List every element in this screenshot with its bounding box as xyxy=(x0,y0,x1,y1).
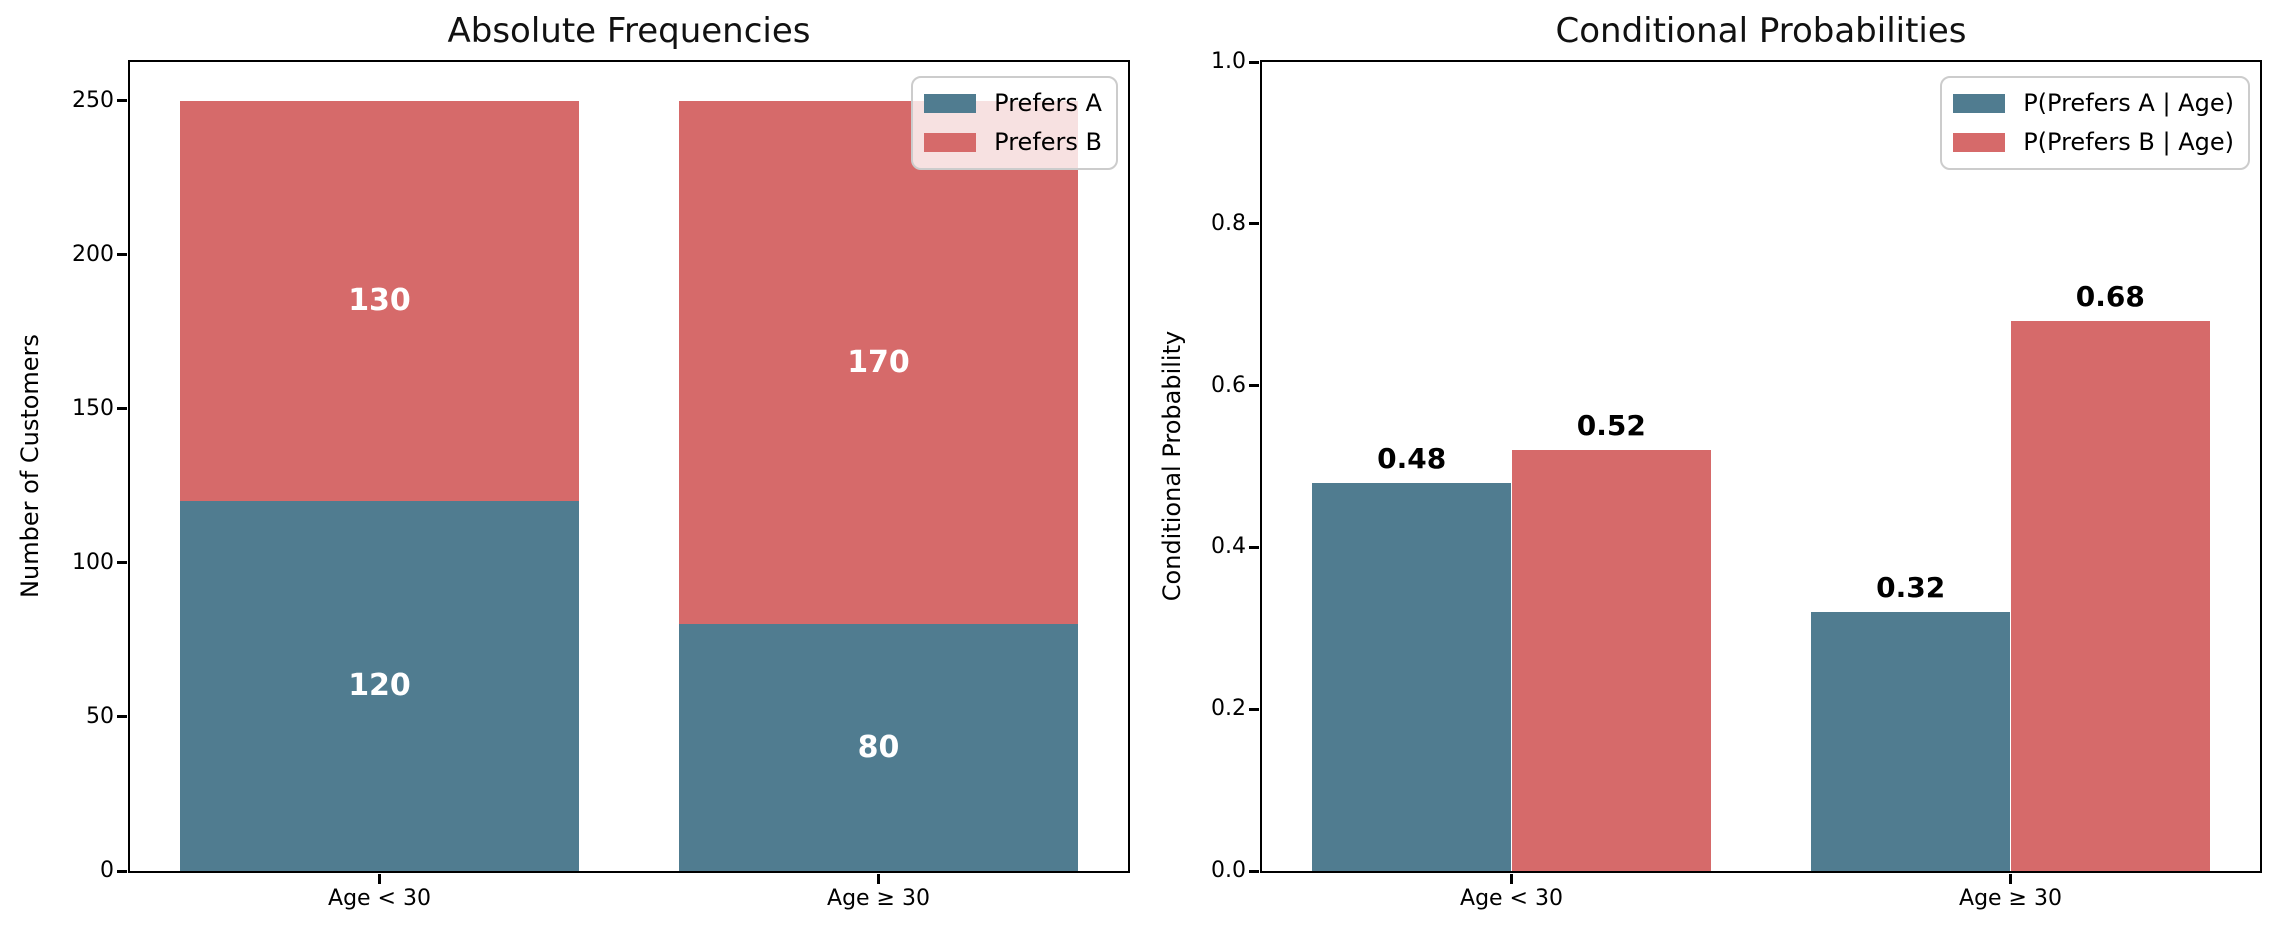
legend-color-swatch xyxy=(924,93,977,113)
y-tick-mark xyxy=(1249,707,1259,711)
bar-segment xyxy=(179,100,580,502)
legend-color-swatch xyxy=(924,133,977,153)
y-tick-mark xyxy=(117,561,127,565)
y-tick-mark xyxy=(1249,60,1259,64)
bar-value-label: 170 xyxy=(847,344,910,380)
legend-entry: Prefers B xyxy=(924,128,1102,157)
x-tick-label: Age ≥ 30 xyxy=(1959,886,2062,911)
y-tick-mark xyxy=(117,869,127,873)
legend-label: Prefers B xyxy=(994,128,1102,157)
x-tick-mark xyxy=(877,873,880,884)
bar-value-label: 0.68 xyxy=(2075,279,2145,313)
y-tick-mark xyxy=(117,407,127,411)
y-tick-mark xyxy=(1249,222,1259,226)
y-tick-label: 250 xyxy=(72,87,114,113)
bar xyxy=(1311,482,1512,871)
bar-value-label: 0.32 xyxy=(1876,571,1946,605)
y-tick-label: 0.8 xyxy=(1211,210,1246,236)
y-tick-label: 100 xyxy=(72,549,114,575)
bar-value-label: 120 xyxy=(348,668,411,704)
x-tick-mark xyxy=(1510,873,1513,884)
bar-value-label: 130 xyxy=(348,282,411,318)
legend-label: Prefers A xyxy=(994,89,1102,117)
legend-entry: Prefers A xyxy=(924,90,1102,116)
x-tick-mark xyxy=(2009,873,2012,884)
x-tick-label: Age ≥ 30 xyxy=(827,886,930,911)
bar xyxy=(1511,450,1712,871)
axes-conditional-probabilities: P(Prefers A | Age) P(Prefers B | Age) 0.0… xyxy=(1211,51,2262,911)
bar xyxy=(2010,320,2211,871)
x-tick-label: Age < 30 xyxy=(328,886,431,911)
bar-segment xyxy=(678,100,1079,625)
axes-absolute-frequencies: Prefers A Prefers B 0 50 100 150 200 250 Age < … xyxy=(72,60,1130,911)
legend-label: P(Prefers B | Age) xyxy=(2023,128,2234,157)
y-tick-mark xyxy=(1249,545,1259,549)
y-tick-label: 0.0 xyxy=(1211,858,1246,883)
y-axis-label-text: Conditional Probability xyxy=(1158,330,1186,602)
legend-entry: P(Prefers A | Age) xyxy=(1953,90,2234,116)
bar-segment xyxy=(179,501,580,871)
subplot-title-left: Absolute Frequencies xyxy=(447,11,811,51)
y-axis-label-text: Number of Customers xyxy=(16,334,44,598)
y-tick-label: 0.2 xyxy=(1211,696,1246,722)
x-tick-mark xyxy=(378,873,381,884)
y-tick-mark xyxy=(117,99,127,103)
y-tick-label: 0 xyxy=(100,858,114,883)
legend-entry: P(Prefers B | Age) xyxy=(1953,128,2234,157)
bar-value-label: 80 xyxy=(857,729,900,765)
y-tick-label: 150 xyxy=(72,395,114,421)
y-tick-label: 1.0 xyxy=(1211,49,1246,74)
subplot-title-right: Conditional Probabilities xyxy=(1555,11,1967,51)
legend-color-swatch xyxy=(1953,133,2006,153)
bar-segment xyxy=(678,624,1079,871)
y-tick-mark xyxy=(1249,869,1259,873)
y-tick-mark xyxy=(117,253,127,257)
bar-value-label: 0.52 xyxy=(1576,409,1646,443)
y-tick-label: 0.6 xyxy=(1211,372,1246,398)
legend-color-swatch xyxy=(1953,93,2006,113)
y-tick-label: 0.4 xyxy=(1211,534,1246,560)
y-tick-mark xyxy=(117,715,127,719)
legend: Prefers A Prefers B xyxy=(911,76,1118,170)
bar xyxy=(1810,612,2011,871)
legend-label: P(Prefers A | Age) xyxy=(2023,89,2234,117)
y-tick-label: 50 xyxy=(86,703,114,729)
bar-value-label: 0.48 xyxy=(1377,441,1447,475)
x-tick-label: Age < 30 xyxy=(1460,886,1563,911)
legend: P(Prefers A | Age) P(Prefers B | Age) xyxy=(1940,76,2250,170)
y-tick-label: 200 xyxy=(72,241,114,267)
y-tick-mark xyxy=(1249,384,1259,388)
